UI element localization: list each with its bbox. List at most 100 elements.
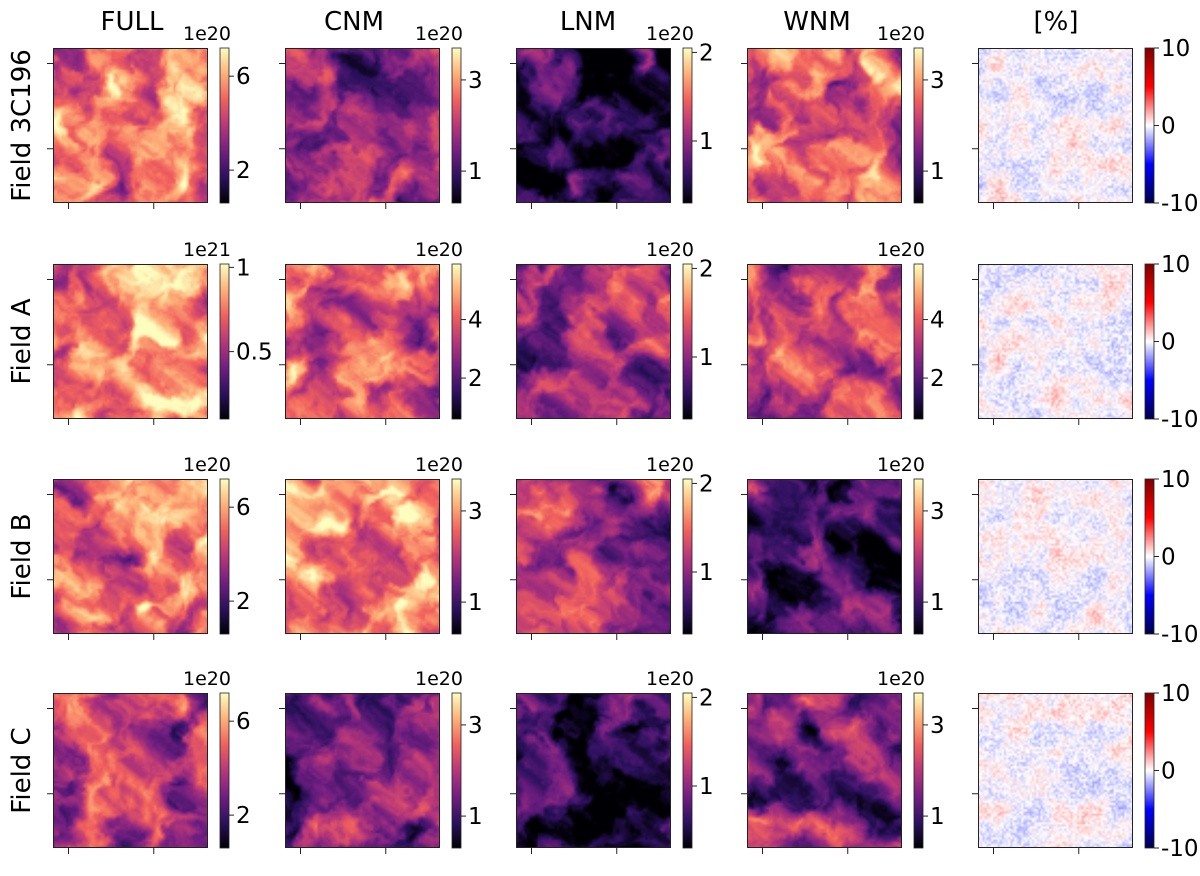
map-frame (285, 693, 440, 848)
colorbar-tick-label: 2 (699, 40, 714, 66)
colorbar-tick-label: 1 (699, 345, 714, 371)
row-label-2: Field A (7, 298, 37, 384)
colorbar-scale-label: 1e20 (646, 239, 694, 261)
colorbar-tick-label: 1 (930, 590, 945, 616)
map-frame (53, 479, 208, 634)
map-frame (516, 48, 671, 203)
colorbar-tick-label: 4 (468, 308, 483, 334)
colorbar-scale-label: 1e20 (183, 454, 231, 476)
colorbar-tick-label: 6 (236, 64, 251, 90)
colorbar-tick-label: 3 (930, 713, 945, 739)
map-frame (747, 479, 902, 634)
map-image-r4-c3 (516, 693, 671, 848)
colorbar-tick-label: -10 (1161, 407, 1199, 433)
colorbar-tick-label: 0 (1161, 759, 1176, 785)
colorbar (913, 47, 924, 204)
colorbar-tick-label: 4 (930, 308, 945, 334)
map-frame (747, 48, 902, 203)
map-frame (516, 693, 671, 848)
colorbar-tick-label: 3 (930, 499, 945, 525)
colorbar-scale-label: 1e20 (877, 239, 925, 261)
colorbar-scale-label: 1e20 (415, 239, 463, 261)
map-image-r2-c5 (978, 264, 1133, 419)
map-image-r3-c4 (747, 479, 902, 634)
colorbar-tick-label: 2 (699, 256, 714, 282)
colorbar (1144, 692, 1155, 849)
colorbar-tick-label: 2 (930, 366, 945, 392)
colorbar-scale-label: 1e20 (646, 23, 694, 45)
map-frame (978, 479, 1133, 634)
colorbar-scale-label: 1e20 (877, 454, 925, 476)
column-title-3: LNM (560, 7, 616, 37)
colorbar-tick-label: 6 (236, 709, 251, 735)
colorbar-tick-label: 2 (699, 685, 714, 711)
column-title-1: FULL (101, 7, 164, 37)
colorbar-tick-label: 3 (468, 499, 483, 525)
colorbar-tick-label: 3 (468, 713, 483, 739)
colorbar (451, 47, 462, 204)
colorbar-tick-label: 1 (930, 159, 945, 185)
colorbar-tick-label: 3 (468, 68, 483, 94)
column-title-4: WNM (783, 7, 851, 37)
map-frame (285, 48, 440, 203)
colorbar-tick-label: -10 (1161, 836, 1199, 862)
map-image-r4-c5 (978, 693, 1133, 848)
colorbar-tick-label: -10 (1161, 622, 1199, 648)
colorbar-tick-label: 2 (236, 803, 251, 829)
map-image-r1-c2 (285, 48, 440, 203)
map-frame (53, 48, 208, 203)
colorbar-tick-label: 2 (468, 366, 483, 392)
colorbar (913, 692, 924, 849)
map-image-r3-c5 (978, 479, 1133, 634)
colorbar-tick-label: 1 (699, 129, 714, 155)
map-image-r1-c5 (978, 48, 1133, 203)
colorbar-scale-label: 1e20 (877, 668, 925, 690)
colorbar-tick-label: 1 (930, 804, 945, 830)
colorbar-scale-label: 1e20 (415, 668, 463, 690)
colorbar (1144, 478, 1155, 635)
colorbar (682, 47, 693, 204)
colorbar-tick-label: 6 (236, 495, 251, 521)
colorbar-scale-label: 1e20 (415, 454, 463, 476)
column-title-5: [%] (1034, 7, 1079, 37)
colorbar-tick-label: 1 (236, 255, 251, 281)
colorbar-tick-label: 0 (1161, 114, 1176, 140)
map-image-r4-c4 (747, 693, 902, 848)
map-frame (978, 48, 1133, 203)
map-frame (747, 693, 902, 848)
map-image-r1-c1 (53, 48, 208, 203)
colorbar-tick-label: 2 (699, 471, 714, 497)
colorbar-scale-label: 1e21 (183, 239, 231, 261)
map-image-r1-c3 (516, 48, 671, 203)
colorbar-tick-label: -10 (1161, 191, 1199, 217)
map-image-r1-c4 (747, 48, 902, 203)
colorbar-scale-label: 1e20 (646, 668, 694, 690)
colorbar-scale-label: 1e20 (183, 23, 231, 45)
map-frame (53, 264, 208, 419)
map-image-r2-c3 (516, 264, 671, 419)
map-image-r2-c1 (53, 264, 208, 419)
colorbar-scale-label: 1e20 (415, 23, 463, 45)
map-frame (516, 479, 671, 634)
map-image-r4-c2 (285, 693, 440, 848)
colorbar (451, 692, 462, 849)
colorbar (1144, 47, 1155, 204)
map-image-r3-c3 (516, 479, 671, 634)
colorbar-tick-label: 10 (1161, 36, 1190, 62)
colorbar-tick-label: 1 (468, 804, 483, 830)
colorbar (913, 478, 924, 635)
colorbar (913, 263, 924, 420)
map-image-r2-c2 (285, 264, 440, 419)
map-image-r2-c4 (747, 264, 902, 419)
colorbar (451, 478, 462, 635)
colorbar-tick-label: 0 (1161, 545, 1176, 571)
map-frame (747, 264, 902, 419)
map-frame (978, 693, 1133, 848)
colorbar (451, 263, 462, 420)
colorbar (682, 692, 693, 849)
column-title-2: CNM (324, 7, 384, 37)
colorbar-tick-label: 10 (1161, 467, 1190, 493)
colorbar-tick-label: 1 (468, 159, 483, 185)
colorbar (219, 263, 230, 420)
